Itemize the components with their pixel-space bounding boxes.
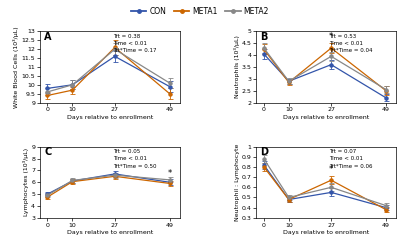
X-axis label: Days relative to enrollment: Days relative to enrollment xyxy=(283,114,369,120)
Text: *: * xyxy=(168,169,172,178)
Text: D: D xyxy=(260,147,268,157)
Text: *: * xyxy=(329,165,333,174)
Y-axis label: White Blood Cells (10³/μL): White Blood Cells (10³/μL) xyxy=(13,26,19,108)
Text: Trt = 0.38
Time < 0.01
Trt*Time = 0.17: Trt = 0.38 Time < 0.01 Trt*Time = 0.17 xyxy=(112,34,156,53)
Y-axis label: Neutrophil : Lymphocyte: Neutrophil : Lymphocyte xyxy=(234,144,240,221)
Text: Trt = 0.05
Time < 0.01
Trt*Time = 0.50: Trt = 0.05 Time < 0.01 Trt*Time = 0.50 xyxy=(112,149,156,169)
Text: *: * xyxy=(329,32,333,41)
Text: C: C xyxy=(44,147,52,157)
Text: Trt = 0.53
Time < 0.01
Trt*Time = 0.04: Trt = 0.53 Time < 0.01 Trt*Time = 0.04 xyxy=(329,34,372,53)
X-axis label: Days relative to enrollment: Days relative to enrollment xyxy=(67,114,153,120)
Legend: CON, META1, META2: CON, META1, META2 xyxy=(128,4,272,19)
Text: B: B xyxy=(260,32,268,42)
Text: Trt = 0.07
Time < 0.01
Trt*Time = 0.06: Trt = 0.07 Time < 0.01 Trt*Time = 0.06 xyxy=(329,149,372,169)
X-axis label: Days relative to enrollment: Days relative to enrollment xyxy=(283,230,369,235)
X-axis label: Days relative to enrollment: Days relative to enrollment xyxy=(67,230,153,235)
Y-axis label: Lymphocytes (10³/μL): Lymphocytes (10³/μL) xyxy=(23,148,29,216)
Y-axis label: Neutrophils (10³/μL): Neutrophils (10³/μL) xyxy=(234,36,240,98)
Text: A: A xyxy=(44,32,52,42)
